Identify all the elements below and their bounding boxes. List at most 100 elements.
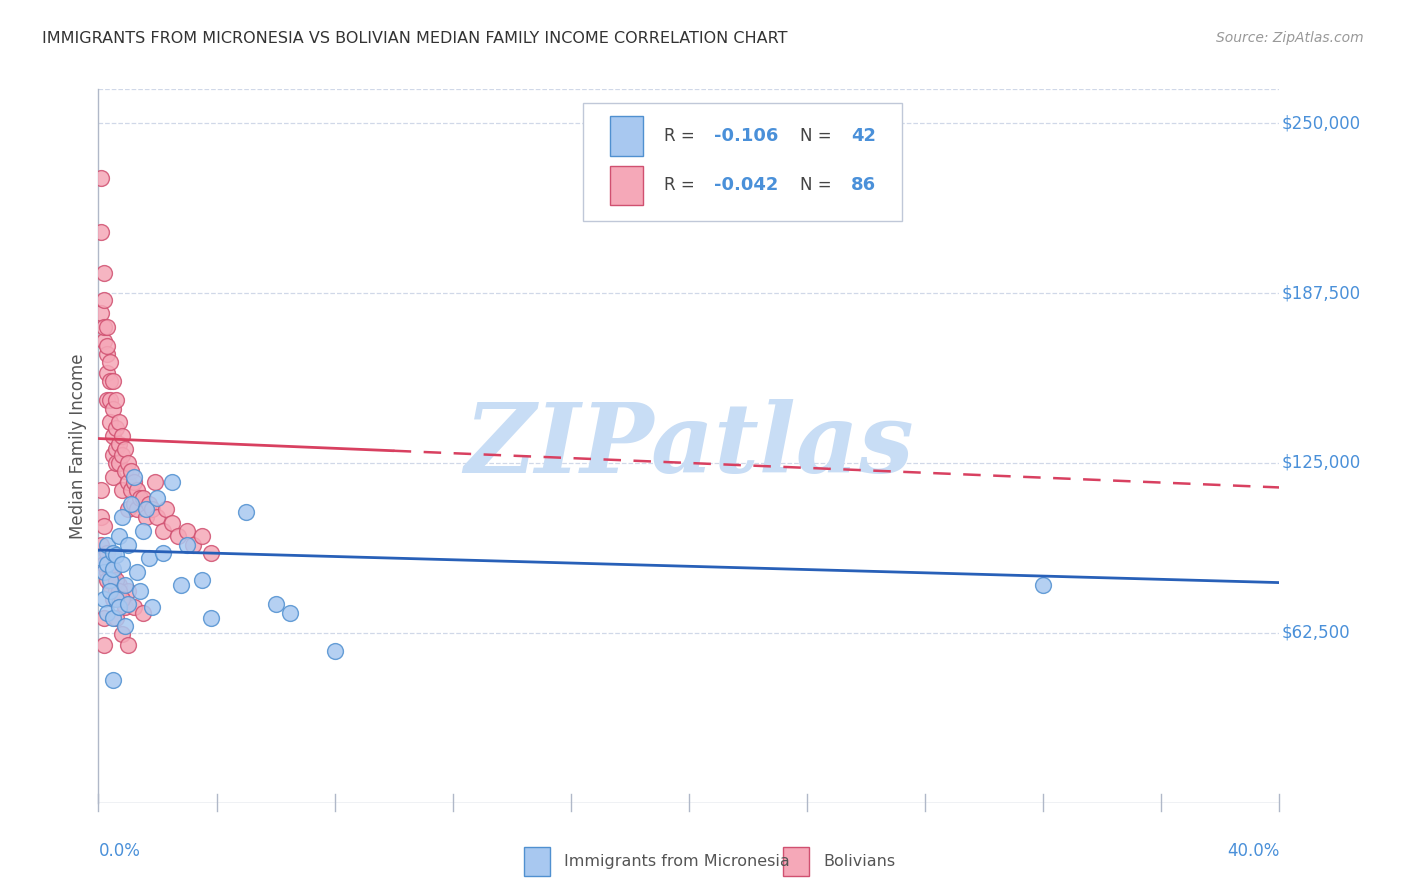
Point	[155, 502, 177, 516]
Text: 0.0%: 0.0%	[98, 842, 141, 860]
Point	[93, 334, 115, 348]
Point	[191, 529, 214, 543]
Point	[143, 475, 166, 489]
Point	[98, 583, 121, 598]
Point	[141, 600, 163, 615]
Point	[132, 606, 155, 620]
Point	[98, 578, 121, 592]
Point	[93, 518, 115, 533]
Point	[117, 537, 139, 551]
Point	[152, 546, 174, 560]
Point	[93, 320, 115, 334]
Text: R =: R =	[664, 177, 700, 194]
Point	[138, 551, 160, 566]
Point	[108, 578, 131, 592]
Point	[138, 497, 160, 511]
Point	[93, 591, 115, 606]
Point	[323, 643, 346, 657]
Point	[108, 583, 131, 598]
Text: N =: N =	[800, 177, 837, 194]
Point	[93, 266, 115, 280]
Point	[93, 638, 115, 652]
Text: IMMIGRANTS FROM MICRONESIA VS BOLIVIAN MEDIAN FAMILY INCOME CORRELATION CHART: IMMIGRANTS FROM MICRONESIA VS BOLIVIAN M…	[42, 31, 787, 46]
Point	[181, 537, 204, 551]
Text: N =: N =	[800, 127, 837, 145]
Point	[96, 320, 118, 334]
Point	[162, 516, 183, 530]
Point	[125, 565, 148, 579]
Point	[96, 557, 118, 571]
Text: $250,000: $250,000	[1282, 114, 1361, 132]
Point	[93, 293, 115, 307]
Point	[105, 591, 128, 606]
Point	[120, 497, 142, 511]
Point	[108, 529, 131, 543]
Point	[105, 442, 128, 457]
Text: R =: R =	[664, 127, 700, 145]
Point	[93, 557, 115, 571]
Point	[162, 475, 183, 489]
Point	[111, 591, 134, 606]
FancyBboxPatch shape	[610, 166, 643, 205]
Point	[200, 546, 222, 560]
Point	[125, 502, 148, 516]
Point	[114, 578, 136, 592]
Point	[96, 366, 118, 380]
Point	[98, 557, 121, 571]
Point	[111, 429, 134, 443]
Point	[152, 524, 174, 538]
Text: -0.042: -0.042	[714, 177, 778, 194]
Point	[103, 375, 125, 389]
Point	[90, 170, 112, 185]
Point	[167, 529, 190, 543]
Text: $62,500: $62,500	[1282, 624, 1350, 642]
Text: Bolivians: Bolivians	[824, 854, 896, 869]
Point	[176, 524, 198, 538]
Point	[90, 306, 112, 320]
Point	[98, 393, 121, 408]
Point	[90, 537, 112, 551]
Point	[264, 598, 287, 612]
Point	[96, 573, 118, 587]
Point	[103, 673, 125, 688]
Point	[176, 537, 198, 551]
Point	[122, 469, 145, 483]
Point	[103, 591, 125, 606]
Point	[117, 598, 139, 612]
Point	[103, 565, 125, 579]
Point	[111, 591, 134, 606]
Point	[191, 573, 214, 587]
Point	[117, 502, 139, 516]
Point	[103, 469, 125, 483]
Point	[111, 627, 134, 641]
Point	[132, 524, 155, 538]
Point	[114, 442, 136, 457]
Point	[105, 583, 128, 598]
Point	[120, 483, 142, 498]
Point	[235, 505, 257, 519]
Point	[125, 483, 148, 498]
Point	[200, 611, 222, 625]
Text: ZIPatlas: ZIPatlas	[464, 399, 914, 493]
Point	[141, 502, 163, 516]
Text: -0.106: -0.106	[714, 127, 778, 145]
Point	[103, 546, 125, 560]
Point	[117, 475, 139, 489]
Point	[146, 510, 169, 524]
Point	[105, 393, 128, 408]
Point	[122, 497, 145, 511]
Point	[108, 600, 131, 615]
Point	[105, 611, 128, 625]
FancyBboxPatch shape	[523, 847, 550, 876]
Point	[111, 510, 134, 524]
Point	[103, 401, 125, 416]
Text: $187,500: $187,500	[1282, 284, 1361, 302]
Point	[103, 562, 125, 576]
Point	[105, 456, 128, 470]
Point	[122, 475, 145, 489]
Point	[96, 537, 118, 551]
Point	[135, 510, 157, 524]
Point	[93, 557, 115, 571]
Point	[108, 456, 131, 470]
Point	[120, 464, 142, 478]
